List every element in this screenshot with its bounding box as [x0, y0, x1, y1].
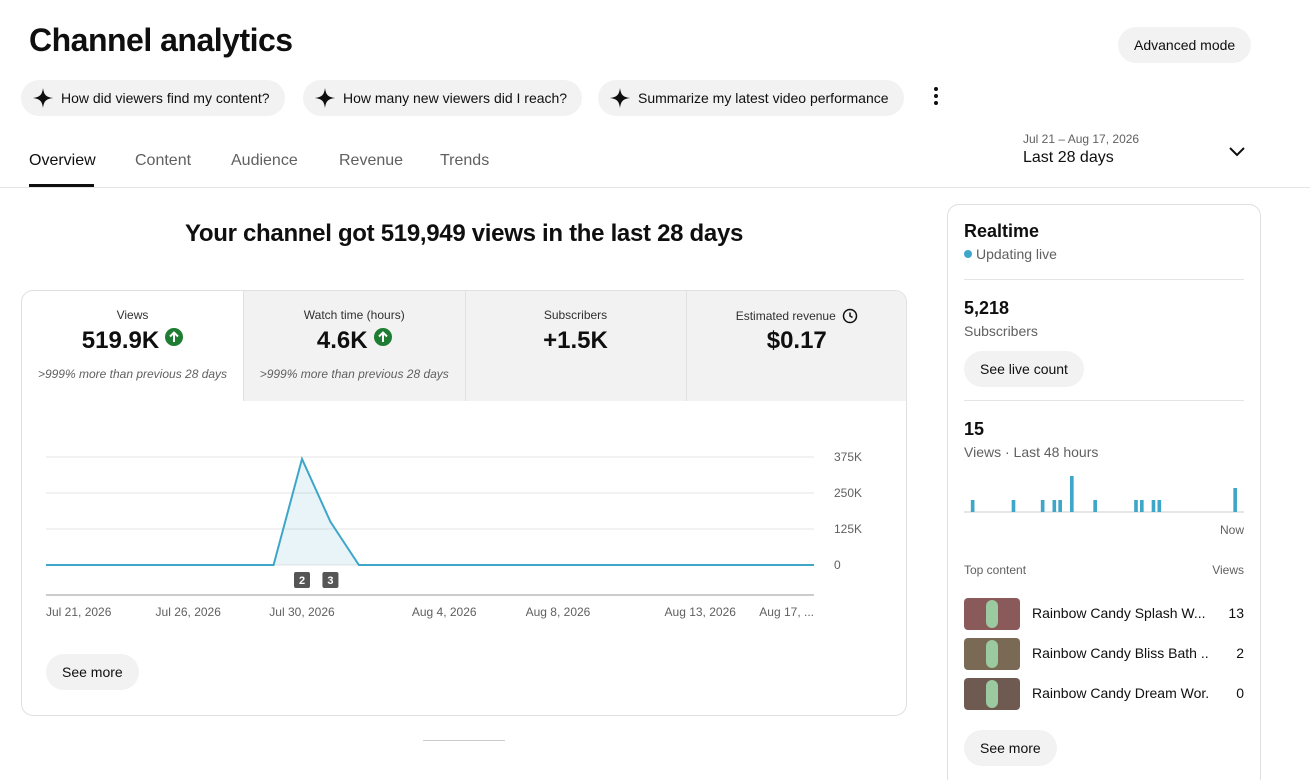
page-title: Channel analytics — [29, 22, 293, 58]
thumbnail-figure — [986, 600, 998, 628]
realtime-card — [947, 204, 1261, 780]
suggestion-text: How did viewers find my content? — [61, 90, 270, 106]
views-count: 15 — [964, 419, 985, 439]
video-title[interactable]: Rainbow Candy Splash W... — [1032, 605, 1206, 621]
metric-label-text: Estimated revenue — [735, 309, 836, 323]
subscriber-count: 5,218 — [964, 298, 1010, 318]
thumbnail[interactable] — [964, 598, 1020, 630]
metric-value: 519.9K — [22, 327, 243, 355]
tab[interactable]: Audience — [231, 152, 298, 169]
video-views: 2 — [1236, 645, 1244, 661]
trend-up-icon — [165, 328, 184, 346]
headline: Your channel got 519,949 views in the la… — [184, 220, 744, 247]
tab-divider — [0, 187, 1310, 188]
metric-tab[interactable]: Views 519.9K >999% more than previous 28 d… — [22, 291, 243, 401]
suggestion-text: Summarize my latest video performance — [638, 90, 889, 106]
tab[interactable]: Overview — [29, 152, 96, 169]
metric-tab[interactable]: Subscribers +1.5K — [464, 291, 686, 401]
views-header: Views — [1212, 563, 1244, 577]
divider — [964, 400, 1244, 401]
thumbnail-figure — [986, 640, 998, 668]
realtime-see-more-button[interactable]: See more — [964, 730, 1057, 766]
tab[interactable]: Content — [135, 152, 192, 169]
metric-label: Views — [116, 308, 149, 322]
subscriber-label: Subscribers — [964, 323, 1038, 339]
suggestion-chip[interactable]: Summarize my latest video performance — [598, 80, 904, 116]
live-count-button[interactable]: See live count — [964, 351, 1084, 387]
metric-value: $0.17 — [687, 327, 907, 355]
sparkle-icon — [315, 88, 335, 108]
metric-value-text: +1.5K — [543, 327, 608, 354]
tab[interactable]: Trends — [440, 152, 490, 169]
status-text: Updating live — [976, 246, 1057, 262]
overview-card — [21, 290, 907, 716]
suggestion-chip[interactable]: How many new viewers did I reach? — [303, 80, 583, 116]
clock-icon — [842, 308, 858, 324]
metric-label: Subscribers — [543, 308, 608, 322]
video-views: 0 — [1236, 685, 1244, 701]
metric-value-text: 4.6K — [316, 327, 368, 354]
sparkle-icon — [33, 88, 53, 108]
thumbnail[interactable] — [964, 678, 1020, 710]
live-dot — [964, 250, 972, 258]
trend-up-icon — [373, 328, 392, 346]
metric-tab[interactable]: Watch time (hours) 4.6K >999% more than pr… — [243, 291, 464, 401]
suggestion-text: How many new viewers did I reach? — [343, 90, 568, 106]
sparkle-icon — [610, 88, 630, 108]
metric-note: >999% more than previous 28 days — [37, 367, 228, 381]
video-title[interactable]: Rainbow Candy Dream Wor... — [1032, 685, 1208, 701]
date-range: Jul 21 – Aug 17, 2026 — [1023, 132, 1140, 146]
video-views: 13 — [1228, 605, 1244, 621]
metric-value: +1.5K — [466, 327, 686, 355]
views-label: Views · Last 48 hours — [964, 444, 1099, 460]
realtime-status: Updating live — [964, 246, 1057, 262]
date-label[interactable]: Last 28 days — [1023, 149, 1114, 166]
metric-label: Estimated revenue — [687, 308, 907, 324]
scroll-indicator — [423, 740, 505, 741]
video-title[interactable]: Rainbow Candy Bliss Bath ... — [1032, 645, 1208, 661]
metric-value: 4.6K — [244, 327, 464, 355]
date-dropdown-chevron[interactable] — [1228, 144, 1246, 160]
metric-tab[interactable]: Estimated revenue $0.17 — [685, 291, 907, 401]
more-menu[interactable] — [926, 84, 946, 108]
metric-value-text: $0.17 — [766, 327, 827, 354]
realtime-title: Realtime — [964, 221, 1040, 241]
see-more-button[interactable]: See more — [46, 654, 139, 690]
thumbnail[interactable] — [964, 638, 1020, 670]
metric-note: >999% more than previous 28 days — [259, 367, 449, 381]
active-tab-indicator — [29, 184, 94, 187]
metric-value-text: 519.9K — [81, 327, 160, 354]
top-content-header: Top content — [964, 563, 1027, 577]
suggestion-chip[interactable]: How did viewers find my content? — [21, 80, 285, 116]
advanced-mode-button[interactable]: Advanced mode — [1118, 27, 1252, 63]
metric-label: Watch time (hours) — [303, 308, 405, 322]
divider — [964, 279, 1244, 280]
metric-tabs-bg — [243, 291, 906, 401]
thumbnail-figure — [986, 680, 998, 708]
tab[interactable]: Revenue — [339, 152, 404, 169]
